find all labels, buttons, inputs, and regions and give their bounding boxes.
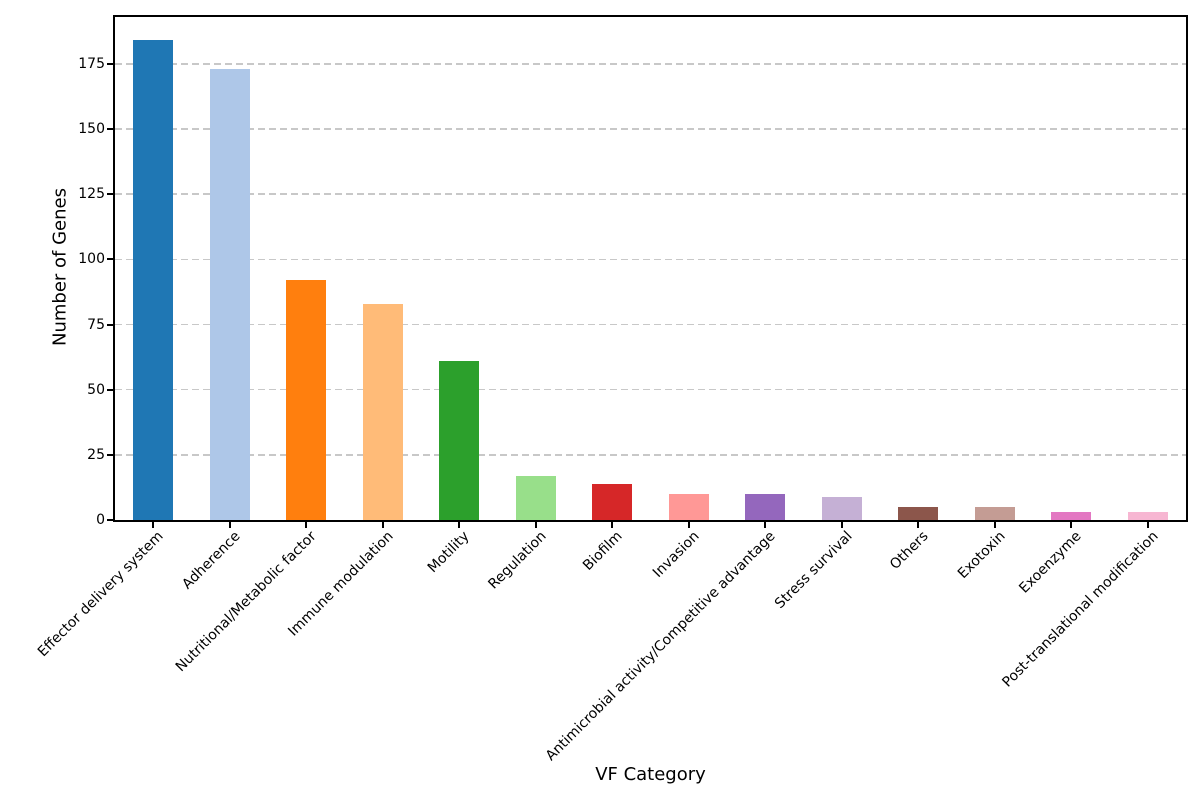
x-tick-label: Regulation <box>485 528 550 593</box>
y-tick-label: 100 <box>78 251 105 268</box>
bar-nutritional-metabolic-factor <box>286 280 327 520</box>
y-tick-label: 175 <box>78 55 105 72</box>
x-tick-mark <box>764 522 767 528</box>
x-tick-label: Adherence <box>179 528 244 593</box>
gridline-y100 <box>115 258 1186 261</box>
x-tick-label: Motility <box>425 528 473 577</box>
y-tick-mark <box>107 258 113 261</box>
bar-motility <box>439 361 480 520</box>
x-tick-mark <box>993 522 996 528</box>
x-tick-mark <box>228 522 231 528</box>
y-tick-mark <box>107 388 113 391</box>
bar-others <box>898 506 939 520</box>
y-axis-label: Number of Genes <box>49 188 71 346</box>
x-tick-label: Post-translational modification <box>999 528 1162 691</box>
x-tick-mark <box>381 522 384 528</box>
plot-area: 0 25 50 75 100 125 150 175 Effector delivery sys… <box>35 15 1188 764</box>
x-tick-label: Exotoxin <box>954 528 1009 582</box>
bar-exoenzyme <box>1051 512 1092 520</box>
bar-immune-modulation <box>362 303 403 520</box>
x-tick-label: Effector delivery system <box>35 528 167 661</box>
bar-exotoxin <box>974 506 1015 520</box>
y-tick-mark <box>107 193 113 196</box>
x-tick-mark <box>611 522 614 528</box>
x-tick-mark <box>1146 522 1149 528</box>
x-tick-label: Others <box>887 528 932 573</box>
x-tick-mark <box>687 522 690 528</box>
bar-antimicrobial-activity-competitive-advantage <box>745 493 786 520</box>
x-tick-mark <box>534 522 537 528</box>
bar-effector-delivery-system <box>133 40 174 520</box>
x-tick-mark <box>305 522 308 528</box>
y-tick-label: 150 <box>78 121 105 138</box>
y-tick-mark <box>107 323 113 326</box>
y-tick-mark <box>107 62 113 65</box>
x-tick-label: Stress survival <box>771 528 856 612</box>
x-tick-label: Exoenzyme <box>1016 528 1085 597</box>
bar-stress-survival <box>821 496 862 520</box>
y-tick-label: 0 <box>96 512 105 528</box>
bar-regulation <box>515 475 556 520</box>
y-tick-label: 50 <box>87 381 105 398</box>
gridline-y125 <box>115 193 1186 195</box>
x-tick-mark <box>152 522 155 528</box>
y-tick-mark <box>107 519 113 521</box>
gridline-y150 <box>115 128 1186 130</box>
y-tick-label: 125 <box>78 186 105 203</box>
gridline-y75 <box>115 323 1186 326</box>
x-tick-mark <box>917 522 920 528</box>
gridline-y175 <box>115 63 1186 65</box>
x-tick-mark <box>840 522 843 528</box>
gridline-y25 <box>115 454 1186 456</box>
x-tick-label: Invasion <box>649 528 703 581</box>
gridline-y50 <box>115 388 1186 391</box>
bar-post-translational-modification <box>1127 512 1168 520</box>
y-tick-mark <box>107 453 113 456</box>
y-tick-label: 25 <box>87 446 105 463</box>
y-tick-label: 75 <box>87 316 105 333</box>
x-tick-mark <box>458 522 461 528</box>
y-tick-mark <box>107 128 113 131</box>
x-axis-label: VF Category <box>595 764 706 785</box>
bar-invasion <box>668 493 709 520</box>
x-tick-mark <box>1070 522 1073 528</box>
bar-biofilm <box>592 483 633 520</box>
x-tick-label: Nutritional/Metabolic factor <box>173 528 320 676</box>
bar-adherence <box>209 69 250 520</box>
x-tick-label: Biofilm <box>580 528 626 574</box>
